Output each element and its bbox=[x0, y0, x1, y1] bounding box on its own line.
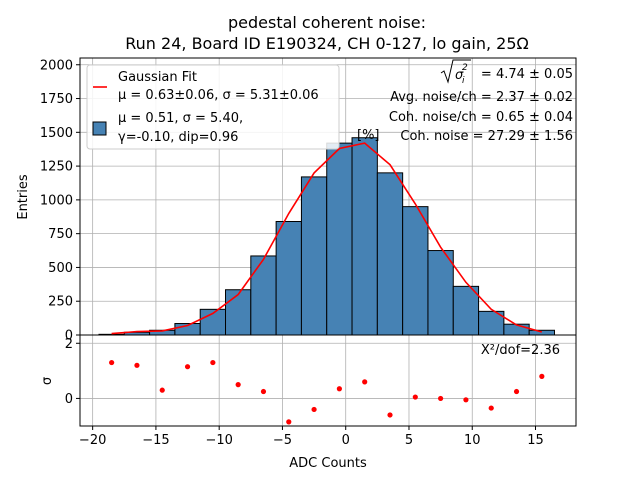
chi2-label: X²/dof=2.36 bbox=[481, 343, 560, 358]
histogram-bar bbox=[528, 329, 555, 336]
legend: Gaussian Fit μ = 0.63±0.06, σ = 5.31±0.0… bbox=[86, 64, 340, 150]
legend-fit-params: μ = 0.63±0.06, σ = 5.31±0.06 bbox=[118, 88, 319, 103]
histogram-bar bbox=[351, 137, 378, 336]
residual-gridlines bbox=[80, 335, 576, 426]
svg-text:2: 2 bbox=[462, 63, 468, 73]
histogram-bar bbox=[402, 206, 429, 336]
residual-point bbox=[539, 373, 545, 379]
x-tick-label: −10 bbox=[205, 433, 232, 448]
residual-y-tick-label: 2 bbox=[65, 337, 73, 352]
sqrt-sigma-symbol: σ 2 i bbox=[440, 59, 471, 86]
residual-y-ticks: 02 bbox=[65, 337, 80, 407]
histogram-bar bbox=[250, 255, 277, 336]
residual-point bbox=[336, 386, 342, 392]
legend-hist-line1: μ = 0.51, σ = 5.40, bbox=[118, 111, 243, 126]
residual-point bbox=[513, 388, 520, 395]
chart-title-line2: Run 24, Board ID E190324, CH 0-127, lo g… bbox=[125, 34, 528, 53]
main-y-ticks: 0 250 500 750 1000 1250 1500 1750 2000 bbox=[40, 58, 80, 344]
info-pct-prefix: [%] bbox=[357, 128, 380, 143]
info-avg-noise: Avg. noise/ch = 2.37 ± 0.02 bbox=[390, 90, 573, 105]
residual-y-tick-label: 0 bbox=[65, 392, 73, 407]
residual-axes-frame bbox=[79, 334, 577, 427]
histogram-bar bbox=[300, 176, 328, 336]
residual-point bbox=[311, 406, 317, 413]
info-sigma-sum: = 4.74 ± 0.05 bbox=[481, 67, 573, 82]
residual-point bbox=[184, 364, 191, 370]
residual-point bbox=[488, 405, 494, 411]
residual-point bbox=[260, 388, 267, 395]
residual-point bbox=[463, 397, 469, 403]
info-coh-noise: Coh. noise/ch = 0.65 ± 0.04 bbox=[389, 110, 573, 125]
residual-point bbox=[387, 412, 393, 418]
y-tick-label: 1500 bbox=[40, 126, 73, 141]
x-tick-label: −15 bbox=[142, 433, 169, 448]
histogram-bar bbox=[427, 250, 454, 336]
residual-points bbox=[109, 359, 545, 425]
chart-title-line1: pedestal coherent noise: bbox=[228, 13, 426, 32]
x-tick-label: −5 bbox=[273, 433, 292, 448]
histogram-bar bbox=[225, 289, 252, 336]
y-tick-label: 1000 bbox=[40, 193, 73, 208]
residual-y-label: σ bbox=[40, 377, 55, 385]
legend-hist-swatch bbox=[92, 121, 107, 136]
residual-point bbox=[210, 359, 216, 366]
svg-text:i: i bbox=[462, 76, 465, 86]
residual-point bbox=[438, 395, 444, 402]
histogram-bar bbox=[326, 142, 353, 336]
noise-info: σ 2 i = 4.74 ± 0.05 Avg. noise/ch = 2.37… bbox=[357, 59, 573, 144]
x-tick-label: 5 bbox=[405, 433, 413, 448]
y-tick-label: 1750 bbox=[40, 92, 73, 107]
histogram-bar bbox=[275, 220, 302, 336]
y-tick-label: 0 bbox=[65, 329, 73, 344]
x-axis-label: ADC Counts bbox=[289, 456, 367, 471]
info-pct-coh: Coh. noise = 27.29 ± 1.56 bbox=[400, 129, 573, 144]
y-tick-label: 2000 bbox=[40, 58, 73, 73]
x-tick-label: 15 bbox=[527, 433, 544, 448]
y-tick-label: 750 bbox=[48, 227, 73, 242]
residual-point bbox=[362, 379, 368, 385]
svg-text:σ: σ bbox=[455, 68, 464, 83]
x-tick-label: −20 bbox=[79, 433, 106, 448]
x-tick-label: 10 bbox=[464, 433, 481, 448]
gaussian-fit-line bbox=[111, 142, 543, 335]
histogram-bar bbox=[503, 323, 530, 336]
residual-point bbox=[286, 419, 292, 425]
legend-fit-label: Gaussian Fit bbox=[118, 70, 197, 85]
y-axis-label: Entries bbox=[16, 174, 31, 220]
histogram-bar bbox=[452, 285, 480, 336]
histogram-bar bbox=[376, 172, 404, 336]
residual-point bbox=[235, 382, 241, 388]
y-tick-label: 500 bbox=[48, 261, 73, 276]
residual-point bbox=[109, 359, 115, 366]
residual-point bbox=[159, 387, 165, 393]
x-ticks: −20 −15 −10 −5 0 5 10 15 bbox=[79, 426, 544, 448]
y-tick-label: 1250 bbox=[40, 160, 73, 175]
y-tick-label: 250 bbox=[48, 295, 73, 310]
x-tick-label: 0 bbox=[342, 433, 350, 448]
legend-box bbox=[86, 64, 340, 150]
residual-point bbox=[134, 362, 140, 368]
legend-hist-line2: γ=-0.10, dip=0.96 bbox=[118, 130, 238, 145]
residual-point bbox=[412, 394, 418, 400]
